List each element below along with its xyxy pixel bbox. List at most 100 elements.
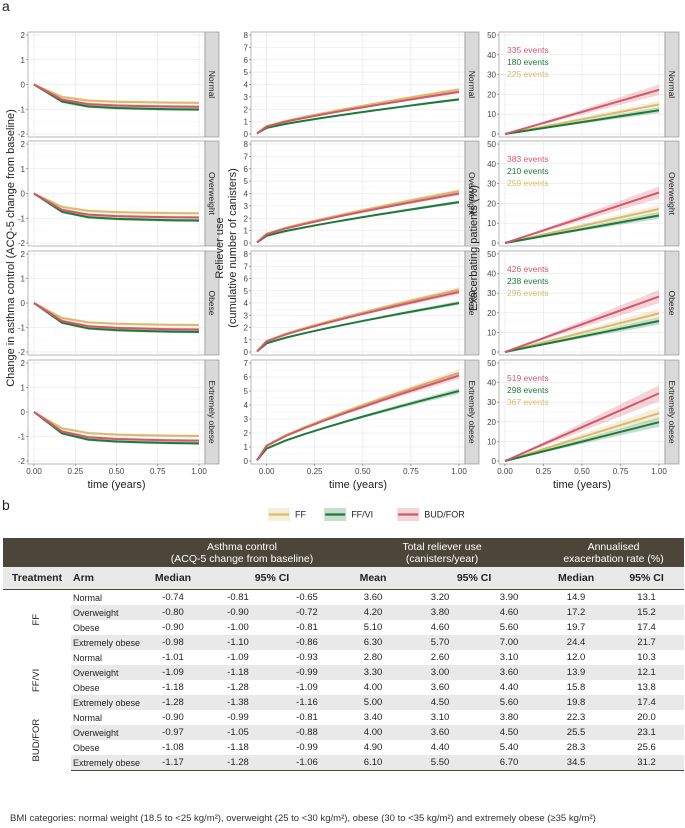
facet-label-normal: Normal [207, 71, 217, 99]
value-cell: 5.10 [363, 621, 383, 633]
legend-label-ff-vi: FF/VI [351, 510, 373, 520]
series-line-ff-vi [504, 109, 660, 135]
value-cell: 28.3 [566, 741, 586, 753]
value-cell: 15.8 [566, 681, 586, 693]
series-line-ff-vi [33, 192, 200, 222]
header-spacer [3, 538, 143, 567]
value-cell: 5.60 [499, 621, 519, 633]
group-header-line2: (canisters/year) [405, 553, 479, 565]
value-cell: -1.01 [162, 651, 184, 663]
facet-label-obese: Obese [667, 290, 677, 315]
tick-label-y: 6 [244, 275, 249, 284]
value-cell: 34.5 [543, 755, 610, 771]
tick-label-y: 10 [487, 437, 496, 446]
series-line-bud-for [256, 374, 460, 461]
value-cell: 3.10 [499, 651, 519, 663]
value-cell: -0.88 [273, 725, 342, 740]
series-line-ff-vi [504, 320, 660, 353]
tick-label-y: 1 [244, 227, 249, 236]
col-header-mean: Mean [341, 567, 406, 590]
value-cell: 3.00 [405, 665, 476, 680]
tick-label-y: 40 [487, 160, 496, 169]
event-count-ff-vi: 298 events [507, 385, 549, 395]
group-header: Annualised exacerbation rate (%) [543, 538, 685, 567]
value-cell: 5.00 [341, 695, 406, 710]
tick-label-y: 20 [487, 309, 496, 318]
table-row: Extremely obese -1.28 -1.38 -1.16 5.00 4.50 5.… [3, 695, 685, 710]
value-cell: -1.08 [162, 741, 184, 753]
series-line-ff-vi [256, 302, 460, 353]
tick-label-y: 8 [244, 31, 249, 40]
event-count-ff: 225 events [507, 69, 549, 79]
tick-label-x: 0.25 [67, 467, 83, 476]
series-line-bud-for [504, 191, 660, 244]
tick-label-y: 2 [21, 31, 26, 40]
ci-band-ff-vi [505, 417, 659, 461]
tick-label-y: -1 [18, 324, 26, 333]
tick-label-x: 0.75 [150, 467, 166, 476]
tick-label-y: 1 [21, 275, 26, 284]
tick-label-y: 7 [244, 152, 249, 161]
arm-cell: Obese [73, 742, 100, 753]
series-line-bud-for [256, 192, 460, 244]
tick-label-y: -1 [18, 214, 26, 223]
group-header-line1: Total reliever use [402, 541, 482, 553]
tick-label-y: 0 [21, 190, 26, 199]
tick-label-y: 5 [244, 387, 249, 396]
tick-label-y: 0 [21, 81, 26, 90]
tick-label-y: 30 [487, 180, 496, 189]
value-cell: 20.0 [637, 711, 656, 723]
table-row: Obese -1.18 -1.28 -1.09 4.00 3.60 4.40 15.8 13.8… [3, 680, 684, 695]
tick-label-x: 0.50 [355, 467, 371, 476]
series-line-ff [504, 207, 660, 244]
value-cell: 4.90 [363, 741, 383, 753]
tick-label-y: 1 [21, 56, 26, 65]
value-cell: 2.80 [363, 651, 383, 663]
arm-cell: Overweight [71, 605, 143, 620]
facet-strip [204, 359, 220, 465]
series-line-bud-for [256, 90, 460, 135]
tick-label-x: 1.00 [451, 467, 467, 476]
value-cell: 3.60 [430, 681, 450, 693]
value-cell: 3.60 [475, 665, 544, 680]
y-axis-label-rel: (cumulative number of canisters) [227, 168, 239, 328]
tick-label-y: 0 [21, 408, 26, 417]
value-cell: -1.28 [203, 755, 273, 771]
value-cell: -1.09 [143, 665, 203, 680]
tick-label-x: 1.00 [191, 467, 207, 476]
arm-cell: Obese [73, 682, 100, 693]
tick-label-y: 8 [244, 250, 249, 259]
tick-label-y: 1 [21, 165, 26, 174]
value-cell: -0.80 [143, 605, 203, 620]
tick-label-y: 2 [244, 214, 249, 223]
tick-label-y: 20 [487, 418, 496, 427]
facet-label-normal: Normal [667, 71, 677, 99]
series-line-bud-for [256, 290, 460, 353]
series-line-ff [33, 83, 200, 104]
tick-label-y: 0 [244, 457, 249, 466]
arm-cell: Overweight [71, 725, 143, 740]
tick-label-y: -2 [18, 239, 26, 248]
series-line-ff-vi [33, 411, 200, 445]
tick-label-y: 6 [244, 56, 249, 65]
facet-label-obese: Obese [467, 290, 477, 315]
col-header-ci: 95% CI [405, 567, 544, 590]
value-cell: 3.30 [341, 665, 406, 680]
value-cell: -1.18 [227, 741, 249, 753]
value-cell: 15.2 [609, 605, 685, 620]
group-header: Asthma control (ACQ-5 change from baselin… [143, 538, 342, 567]
tick-label-x: 0.00 [26, 467, 42, 476]
value-cell: -0.65 [296, 591, 318, 603]
value-cell: -1.16 [273, 695, 342, 710]
value-cell: 25.5 [543, 725, 610, 740]
value-cell: 13.1 [637, 591, 656, 603]
tick-label-y: 7 [244, 262, 249, 271]
value-cell: -0.97 [143, 725, 203, 740]
value-cell: 6.70 [475, 755, 544, 771]
table-row: Extremely obese -0.98 -1.10 -0.86 6.30 5.70 7.… [3, 635, 685, 650]
group-header-line1: Annualised [587, 541, 640, 553]
tick-label-x: 0.25 [536, 467, 552, 476]
arm-cell: Overweight [71, 665, 143, 680]
legend-label-ff: FF [295, 510, 306, 520]
value-cell: -0.86 [273, 635, 342, 650]
